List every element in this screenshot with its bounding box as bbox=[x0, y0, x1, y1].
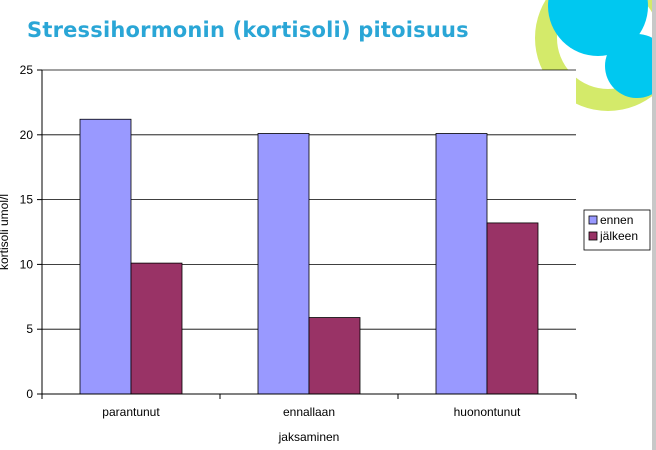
legend-swatch-ennen bbox=[588, 215, 598, 225]
y-tick-label: 20 bbox=[20, 128, 34, 142]
bar-ennen-parantunut bbox=[79, 118, 132, 395]
y-tick-label: 15 bbox=[20, 193, 34, 207]
bar-jälkeen-ennallaan bbox=[308, 317, 361, 395]
legend-label-jälkeen: jälkeen bbox=[599, 229, 638, 243]
bar-ennen-huonontunut bbox=[435, 133, 488, 395]
cyan-circle-small bbox=[605, 34, 656, 98]
green-ring bbox=[535, 0, 656, 111]
legend-label-ennen: ennen bbox=[600, 213, 633, 227]
y-axis-title: kortisoli umol/l bbox=[0, 194, 11, 270]
x-tick-label: huonontunut bbox=[454, 405, 521, 419]
x-axis-title: jaksaminen bbox=[278, 430, 340, 444]
bar-ennen-ennallaan bbox=[257, 133, 310, 395]
bar-jälkeen-huonontunut bbox=[486, 222, 539, 395]
slide-edge bbox=[652, 0, 656, 450]
y-tick-label: 0 bbox=[26, 387, 33, 401]
legend-swatch-jälkeen bbox=[588, 231, 598, 241]
y-tick-label: 25 bbox=[20, 63, 34, 77]
slide-title: Stressihormonin (kortisoli) pitoisuus bbox=[27, 18, 469, 42]
x-tick-label: ennallaan bbox=[283, 405, 335, 419]
x-tick-label: parantunut bbox=[102, 405, 160, 419]
y-tick-label: 10 bbox=[20, 257, 34, 271]
bar-jälkeen-parantunut bbox=[130, 262, 183, 395]
y-tick-label: 5 bbox=[26, 322, 33, 336]
